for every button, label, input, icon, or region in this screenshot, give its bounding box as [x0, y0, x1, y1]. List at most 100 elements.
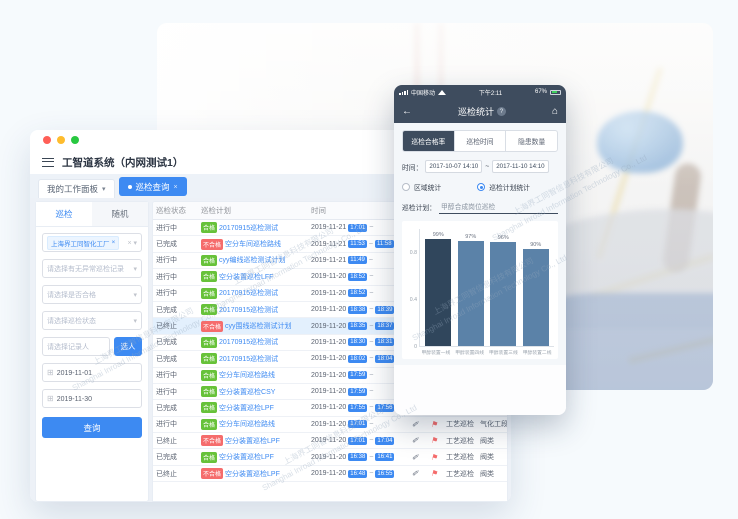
bar[interactable] [425, 239, 452, 346]
x-tick-label: 甲醇装置一线 [421, 351, 451, 356]
plan-field-value[interactable]: 甲醇合成岗位巡检 [438, 200, 558, 214]
home-icon[interactable]: ⌂ [551, 105, 558, 117]
phone-screen: 中国移动 下午2:11 67% ← 巡检统计 ? ⌂ 巡检合格率 巡检时间 隐患数量… [394, 85, 566, 415]
plan-link[interactable]: 20170915巡检测试 [219, 224, 279, 232]
recorder-input[interactable]: 请选择记录人 [42, 337, 110, 356]
plan-link[interactable]: 空分装置巡检LPF [225, 437, 280, 445]
plan-link[interactable]: 空分车间巡检路线 [219, 372, 276, 380]
bar[interactable] [457, 241, 484, 346]
edit-signature-icon[interactable]: ✐ [411, 469, 419, 479]
plan-link[interactable]: 空分车间巡检路线 [225, 241, 282, 249]
start-time-chip: 17:01 [348, 223, 368, 232]
bar[interactable] [522, 248, 549, 346]
close-window-dot[interactable] [43, 136, 51, 144]
time-cell: 2019-11-20 16:38 ~16:41 [311, 453, 395, 462]
back-icon[interactable]: ← [402, 105, 412, 117]
start-time-chip: 17:01 [348, 420, 368, 429]
grade-badge: 不合格 [201, 320, 224, 332]
status-cell: 进行中 [156, 224, 177, 232]
maximize-window-dot[interactable] [71, 136, 79, 144]
grade-badge: 不合格 [201, 435, 224, 447]
placeholder-text: 请选择是否合格 [47, 291, 96, 299]
date-text: 2019-11-20 [311, 437, 347, 445]
tag-close-icon[interactable]: × [111, 239, 116, 246]
search-button[interactable]: 查询 [42, 417, 142, 438]
plan-link[interactable]: 空分装置巡检CSY [219, 388, 276, 396]
stat-tab-active[interactable]: 巡检合格率 [403, 131, 454, 151]
flag-icon[interactable]: ⚑ [430, 419, 438, 429]
plan-link[interactable]: 20170915巡检测试 [219, 306, 279, 314]
start-date-picker[interactable]: ⊞ 2019-11-01 [42, 363, 142, 382]
start-time-chip: 18:30 [348, 338, 368, 347]
bar-value-label: 97% [465, 234, 477, 241]
plan-link[interactable]: 空分装置巡检LPF [225, 470, 280, 478]
time-cell: 2019-11-21 11:53 ~11:58 [311, 240, 394, 249]
radio-plan-statistics[interactable] [477, 183, 486, 191]
hamburger-menu-icon[interactable] [42, 157, 54, 167]
plan-link[interactable]: 20170915巡检测试 [219, 290, 279, 298]
stat-tab-item[interactable]: 隐患数量 [505, 131, 557, 151]
status-cell: 进行中 [156, 257, 177, 265]
type-cell: 工艺巡检 [446, 454, 474, 462]
plan-cell: 不合格 空分装置巡检LPF [198, 435, 308, 447]
flag-icon[interactable]: ⚑ [430, 436, 438, 446]
window-chrome [30, 130, 511, 150]
start-time-chip: 17:01 [348, 436, 368, 445]
start-time-chip: 16:38 [348, 453, 368, 462]
time-cell: 2019-11-21 17:01 ~ [311, 223, 374, 232]
factory-select[interactable]: 上海界工同智化工厂 × × ▾ [42, 233, 142, 252]
qualified-select[interactable]: 请选择是否合格 ▾ [42, 285, 142, 304]
time-from-picker[interactable]: 2017-10-07 14:10 [425, 160, 483, 173]
status-cell: 已终止 [156, 470, 177, 478]
end-time-chip: 18:39 [375, 305, 395, 314]
plan-cell: 不合格 空分装置巡检LPF [198, 468, 308, 480]
plan-link[interactable]: cyy围线巡检测试计划 [225, 323, 292, 331]
help-icon[interactable]: ? [496, 106, 506, 116]
tilde-separator: ~ [485, 163, 490, 170]
signal-icon [399, 89, 408, 95]
time-range-label: 时间： [402, 164, 423, 172]
time-cell: 2019-11-20 17:59 ~ [311, 371, 374, 380]
grade-badge: 合格 [201, 287, 218, 299]
plan-link[interactable]: 空分装置巡检LPF [219, 454, 274, 462]
radio-area-statistics[interactable] [402, 183, 410, 191]
status-cell: 已完成 [156, 355, 177, 363]
pick-person-button[interactable]: 选人 [114, 337, 142, 356]
time-cell: 2019-11-20 18:52 ~ [311, 289, 374, 298]
end-date-picker[interactable]: ⊞ 2019-11-30 [42, 389, 142, 408]
table-row[interactable]: 已终止 不合格 空分装置巡检LPF 2019-11-20 17:01 ~17:04 ✐ ⚑ 工艺… [153, 433, 507, 450]
time-to-picker[interactable]: 2017-11-10 14:10 [492, 160, 549, 173]
flag-icon[interactable]: ⚑ [430, 452, 438, 462]
abnormal-record-select[interactable]: 请选择有无异常巡检记录 ▾ [42, 259, 142, 278]
table-row[interactable]: 已完成 合格 空分装置巡检LPF 2019-11-20 16:38 ~16:41 ✐ ⚑ 工艺巡… [153, 449, 507, 466]
column-header: 巡检计划 [201, 206, 231, 215]
close-icon[interactable]: × [173, 183, 178, 191]
stat-tab-item[interactable]: 巡检时间 [453, 131, 506, 151]
tab-random[interactable]: 随机 [92, 202, 148, 226]
edit-signature-icon[interactable]: ✐ [411, 436, 419, 446]
type-cell: 工艺巡检 [446, 437, 474, 445]
tab-my-workspace[interactable]: 我的工作面板 ▾ [38, 179, 115, 198]
minimize-window-dot[interactable] [57, 136, 65, 144]
plan-link[interactable]: 空分车间巡检路线 [219, 421, 276, 429]
plan-link[interactable]: cyy编线巡检测试计划 [219, 257, 286, 265]
status-select[interactable]: 请选择巡检状态 ▾ [42, 311, 142, 330]
edit-signature-icon[interactable]: ✐ [411, 452, 419, 462]
plan-link[interactable]: 空分装置巡检LPF [219, 404, 274, 412]
date-text: 2019-11-20 [311, 420, 347, 428]
flag-icon[interactable]: ⚑ [430, 469, 438, 479]
chevron-down-icon: ▾ [133, 265, 137, 273]
plan-link[interactable]: 20170915巡检测试 [219, 339, 279, 347]
plan-link[interactable]: 20170915巡检测试 [219, 355, 279, 363]
clear-icon[interactable]: × [127, 239, 132, 247]
table-row[interactable]: 已终止 不合格 空分装置巡检LPF 2019-11-20 16:48 ~16:55 ✐ ⚑ 工艺… [153, 466, 507, 483]
plan-link[interactable]: 空分装置巡检LFF [219, 273, 274, 281]
table-row[interactable]: 进行中 合格 空分车间巡检路线 2019-11-20 17:01 ~ ✐ ⚑ 工艺巡检 气化工段 [153, 417, 507, 434]
bar[interactable] [490, 242, 517, 346]
tab-inspection[interactable]: 巡检 [36, 202, 92, 226]
start-time-chip: 18:38 [348, 305, 368, 314]
status-cell: 已终止 [156, 437, 177, 445]
edit-signature-icon[interactable]: ✐ [411, 419, 419, 429]
end-time-chip: 17:04 [375, 436, 395, 445]
tab-inspection-query[interactable]: 巡检查询 × [118, 177, 187, 196]
